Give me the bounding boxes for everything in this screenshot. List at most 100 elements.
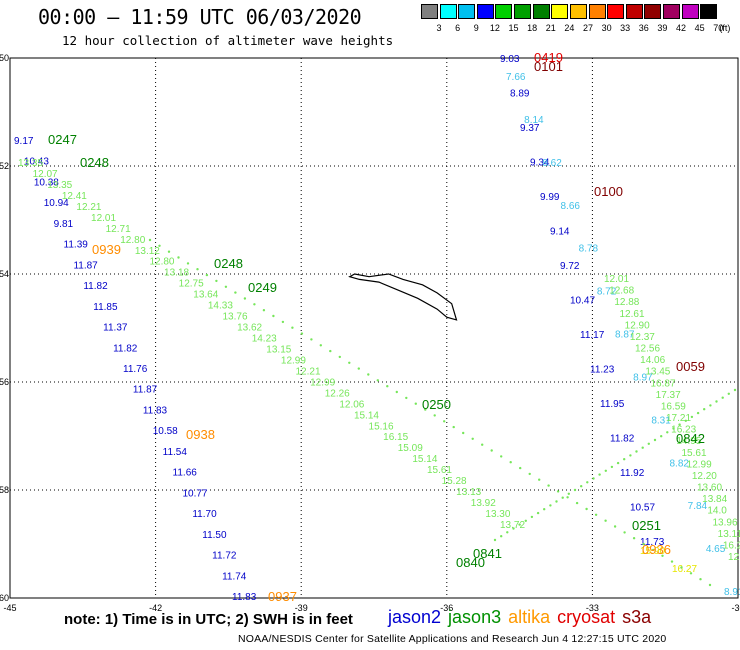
track-point (509, 461, 512, 464)
track-point (651, 548, 655, 552)
track-point (177, 256, 180, 259)
track-reading: 8.89 (510, 89, 530, 100)
track-reading: 12.21 (76, 202, 101, 213)
track-point (319, 344, 322, 347)
track-reading: 7.66 (506, 72, 526, 83)
track-reading: 13.15 (266, 344, 291, 355)
track-point (708, 583, 712, 587)
track-reading: 12.61 (620, 309, 645, 320)
track-reading: 9.17 (14, 136, 34, 147)
track-reading: 13.45 (645, 367, 670, 378)
color-tick-label: 18 (527, 23, 538, 33)
track-point (443, 420, 446, 423)
track-reading: 12.80 (149, 257, 174, 268)
track-point (678, 423, 681, 426)
track-reading: 11.87 (133, 385, 158, 396)
track-point (573, 488, 577, 492)
track-point (616, 461, 620, 465)
color-tick-label: 9 (473, 23, 479, 33)
track-reading: 11.83 (232, 592, 257, 603)
lat-label: -52 (0, 161, 9, 171)
color-tick-label: 42 (676, 23, 687, 33)
track-point (661, 554, 664, 557)
legend-cryosat: cryosat (557, 607, 616, 627)
color-unit-label: (ft) (719, 23, 731, 33)
track-reading: 13.18 (164, 268, 189, 279)
track-point (623, 458, 626, 461)
track-reading: 10.57 (630, 503, 655, 514)
lon-label: -39 (295, 603, 308, 613)
track-point (243, 297, 247, 300)
track-point (635, 450, 638, 453)
pass-time-label: 0936 (642, 542, 671, 557)
lon-label: -33 (586, 603, 599, 613)
track-reading: 12.06 (339, 399, 364, 410)
track-point (585, 507, 588, 511)
track-point (512, 527, 515, 530)
track-point (699, 578, 702, 581)
track-point (291, 326, 294, 329)
track-reading: 12.01 (604, 274, 629, 285)
track-reading: 13.13 (456, 487, 481, 498)
legend-jason3: jason3 (448, 607, 502, 627)
track-point (186, 262, 190, 265)
track-reading: 11.95 (600, 399, 625, 410)
track-point (452, 425, 455, 429)
track-reading: 12.41 (62, 191, 87, 202)
track-reading: 13.84 (702, 494, 727, 505)
color-swatch-6 (439, 4, 457, 19)
track-point (689, 572, 693, 575)
track-reading: 9.72 (560, 261, 580, 272)
track-point (623, 531, 626, 534)
legend-jason2: jason2 (388, 607, 442, 627)
track-reading: 8.91 (724, 587, 740, 598)
track-reading: 12.68 (609, 286, 634, 297)
track-reading: 11.82 (610, 434, 635, 445)
track-reading: 15.61 (427, 465, 452, 476)
color-tick-label: 3 (436, 23, 442, 33)
track-reading: 16.87 (651, 378, 676, 389)
track-reading: 10.94 (44, 198, 69, 209)
track-point (310, 338, 313, 341)
track-reading: 14.06 (640, 355, 665, 366)
track-reading: 13.11 (718, 529, 740, 540)
color-swatch-21 (532, 4, 550, 19)
track-point (338, 355, 341, 359)
track-point (518, 523, 521, 526)
track-point (329, 349, 332, 353)
island-outline (348, 273, 458, 321)
track-point (405, 396, 408, 400)
color-swatch-24 (551, 4, 569, 19)
track-point (196, 268, 199, 271)
track-point (733, 388, 737, 392)
track-point (148, 238, 152, 242)
track-point (721, 396, 724, 399)
color-tick-label: 27 (582, 23, 593, 33)
color-tick-label: 21 (545, 23, 556, 33)
track-reading: 13.92 (471, 498, 496, 509)
pass-time-label: 0842 (676, 431, 705, 446)
track-point (547, 484, 550, 487)
pass-time-label: 0840 (456, 555, 485, 570)
pass-time-label: 0250 (422, 397, 451, 412)
track-point (348, 361, 351, 364)
track-reading: 11.82 (113, 343, 138, 354)
track-reading: 16.23 (671, 425, 696, 436)
track-point (538, 478, 541, 481)
footnote: note: 1) Time is in UTC; 2) SWH is in fe… (64, 611, 353, 628)
track-point (300, 332, 304, 335)
lon-label: -30 (731, 603, 740, 613)
track-point (253, 303, 256, 306)
track-reading: 15.14 (412, 454, 437, 465)
track-reading: 12.20 (692, 471, 717, 482)
track-point (462, 431, 465, 435)
color-tick-label: 12 (489, 23, 500, 33)
track-reading: 12.82 (728, 552, 740, 563)
track-point (215, 279, 218, 283)
track-reading: 13.96 (713, 517, 738, 528)
track-point (680, 566, 683, 569)
track-point (727, 392, 730, 395)
track-point (490, 449, 493, 452)
track-reading: 8.78 (579, 244, 599, 255)
pass-time-label: 0247 (48, 132, 77, 147)
